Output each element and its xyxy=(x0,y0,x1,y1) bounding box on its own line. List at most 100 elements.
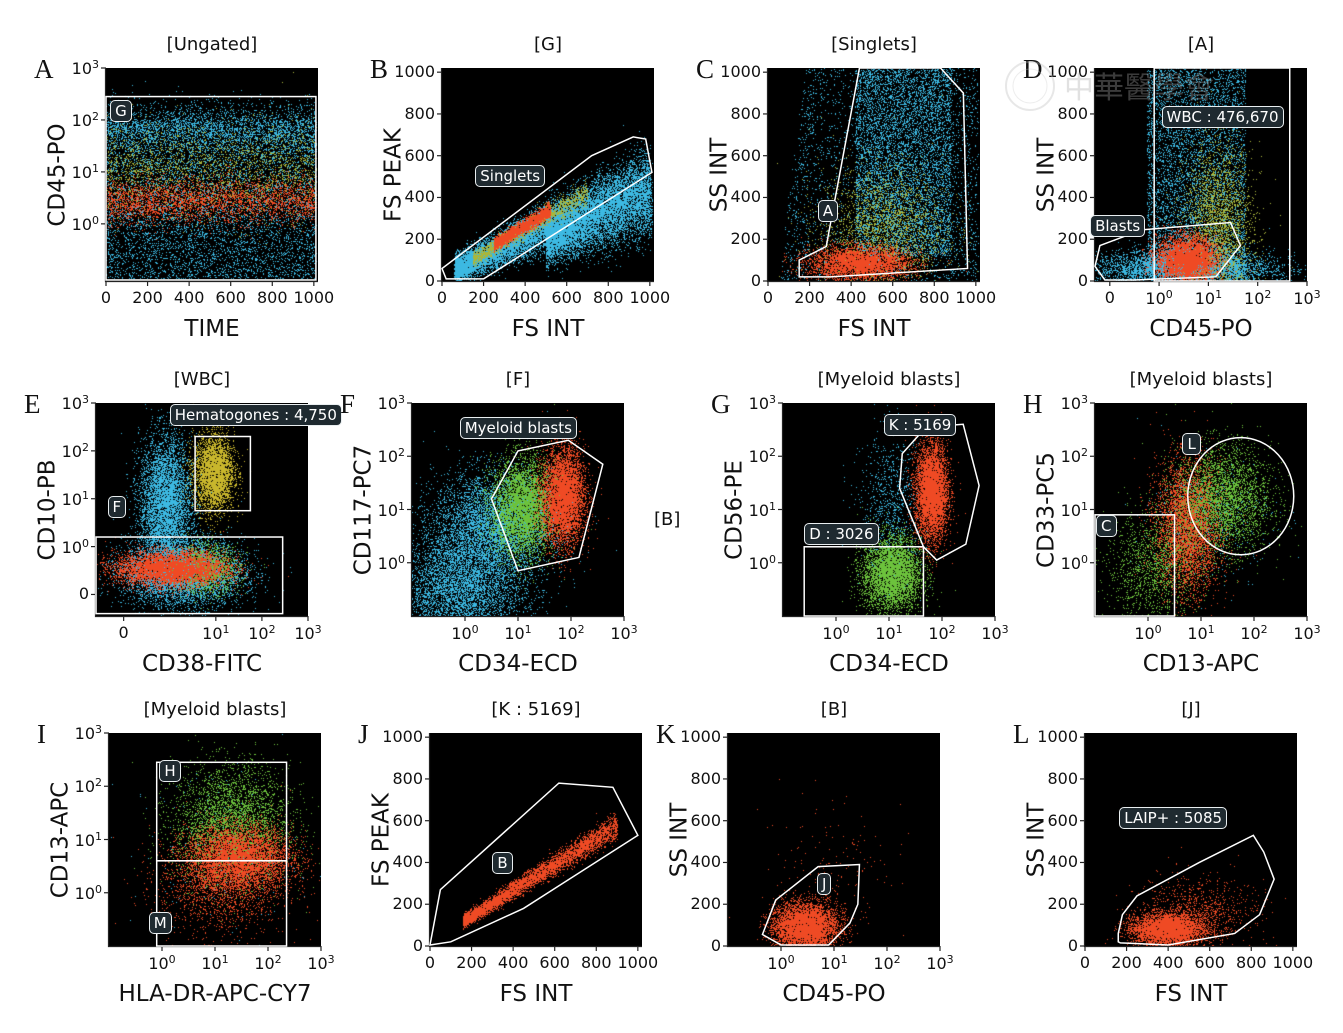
panel-letter: K xyxy=(656,719,676,749)
y-tick-label: 800 xyxy=(1057,103,1088,123)
y-tick-label: 103 xyxy=(1060,393,1088,413)
y-tick-label: 800 xyxy=(730,103,761,123)
y-tick-label: 101 xyxy=(74,829,102,850)
x-tick-label: 800 xyxy=(1236,953,1267,972)
x-tick-label: 101 xyxy=(201,953,229,973)
x-tick-label: 103 xyxy=(610,623,638,643)
gate-m[interactable] xyxy=(155,860,288,947)
gate-l[interactable] xyxy=(1187,436,1295,556)
panel-title: [G] xyxy=(534,34,562,55)
y-tick-label: 800 xyxy=(1047,768,1078,788)
x-tick-label: 101 xyxy=(202,623,230,643)
panel-letter: H xyxy=(1023,389,1043,419)
x-tick-label: 0 xyxy=(118,623,129,642)
y-tick-label: 800 xyxy=(404,103,435,123)
x-tick-label: 400 xyxy=(497,953,529,972)
gate-c[interactable] xyxy=(1094,514,1176,617)
panel-title: [Singlets] xyxy=(831,34,917,55)
x-tick-label: 102 xyxy=(928,623,956,643)
x-tick-label: 103 xyxy=(1293,288,1321,308)
gate-wbc[interactable] xyxy=(1153,67,1291,282)
y-tick-label: 1000 xyxy=(1047,62,1088,82)
x-axis-label: CD38-FITC xyxy=(141,651,263,677)
y-tick-label: 400 xyxy=(1047,852,1078,872)
x-tick-label: 600 xyxy=(877,288,908,307)
panel-letter: L xyxy=(1013,719,1030,749)
y-tick-label: 400 xyxy=(1057,187,1088,207)
y-tick-label: 200 xyxy=(404,229,435,249)
seal-icon: 中華醫學會 xyxy=(1005,61,1214,111)
y-tick-label: 200 xyxy=(392,894,423,914)
gate-f[interactable] xyxy=(95,536,284,615)
gate-label: G xyxy=(110,99,132,122)
gate-b[interactable] xyxy=(429,782,639,946)
x-tick-label: 600 xyxy=(215,288,246,307)
gate-j[interactable] xyxy=(761,863,861,946)
y-tick-label: 103 xyxy=(377,393,405,413)
x-axis-label: CD45-PO xyxy=(1149,316,1253,342)
y-tick-label: 102 xyxy=(74,776,102,797)
gate-label: M xyxy=(148,912,172,935)
axis-lines xyxy=(1083,733,1297,948)
x-tick-label: 100 xyxy=(822,623,850,643)
y-axis-label: SS INT xyxy=(1023,802,1049,877)
gate-hematogones[interactable] xyxy=(194,435,252,512)
panel-letter: I xyxy=(37,719,46,749)
y-tick-label: 102 xyxy=(377,446,405,467)
y-tick-label: 600 xyxy=(404,145,435,165)
y-tick-label: 1000 xyxy=(394,62,435,82)
y-tick-label: 400 xyxy=(730,187,761,207)
scatter-plot-area xyxy=(783,403,995,616)
x-tick-label: 102 xyxy=(873,953,901,973)
scatter-plot-area xyxy=(430,733,642,946)
gate-laip[interactable] xyxy=(1117,834,1275,946)
panel-title: [A] xyxy=(1187,34,1215,55)
gate-label: LAIP+ : 5085 xyxy=(1119,806,1228,829)
gate-label: Myeloid blasts xyxy=(459,416,577,439)
gate-g[interactable] xyxy=(105,95,317,281)
y-tick-label: 0 xyxy=(750,271,761,290)
y-tick-label: 600 xyxy=(1047,810,1078,830)
panel-title: [Ungated] xyxy=(166,34,258,55)
gate-blasts[interactable] xyxy=(1094,221,1242,281)
x-tick-label: 0 xyxy=(100,288,112,307)
x-tick-label: 102 xyxy=(557,623,585,643)
x-axis-label: CD13-APC xyxy=(1142,651,1260,677)
y-tick-label: 100 xyxy=(74,882,102,903)
gate-myeloid[interactable] xyxy=(490,439,604,572)
x-tick-label: 101 xyxy=(504,623,532,643)
y-tick-label: 0 xyxy=(412,936,423,955)
x-axis-label: HLA-DR-APC-CY7 xyxy=(118,981,312,1007)
panel-title: [J] xyxy=(1181,699,1201,720)
y-tick-label: 200 xyxy=(690,894,721,914)
y-tick-label: 101 xyxy=(377,499,405,520)
panel-letter: G xyxy=(711,389,731,419)
x-axis-label: CD45-PO xyxy=(782,981,886,1007)
gate-d[interactable] xyxy=(803,546,925,617)
gate-singlets[interactable] xyxy=(441,136,653,280)
x-axis-label: CD34-ECD xyxy=(458,651,578,677)
y-tick-label: 101 xyxy=(61,488,89,509)
x-tick-label: 0 xyxy=(1079,953,1091,972)
y-tick-label: 0 xyxy=(1077,271,1088,290)
x-tick-label: 102 xyxy=(254,953,282,973)
x-tick-label: 400 xyxy=(173,288,205,307)
y-tick-label: 1000 xyxy=(382,727,423,747)
y-tick-label: 200 xyxy=(1057,229,1088,249)
x-tick-label: 800 xyxy=(581,953,612,972)
x-tick-label: 100 xyxy=(1134,623,1162,643)
gate-label: Blasts xyxy=(1090,214,1146,237)
y-tick-label: 800 xyxy=(690,768,721,788)
scatter-plot-area xyxy=(442,68,654,281)
gate-a[interactable] xyxy=(798,67,969,278)
y-tick-label: 1000 xyxy=(720,62,761,82)
y-tick-label: 200 xyxy=(1047,894,1078,914)
y-tick-label: 103 xyxy=(61,393,89,413)
gate-label: B xyxy=(492,852,513,875)
